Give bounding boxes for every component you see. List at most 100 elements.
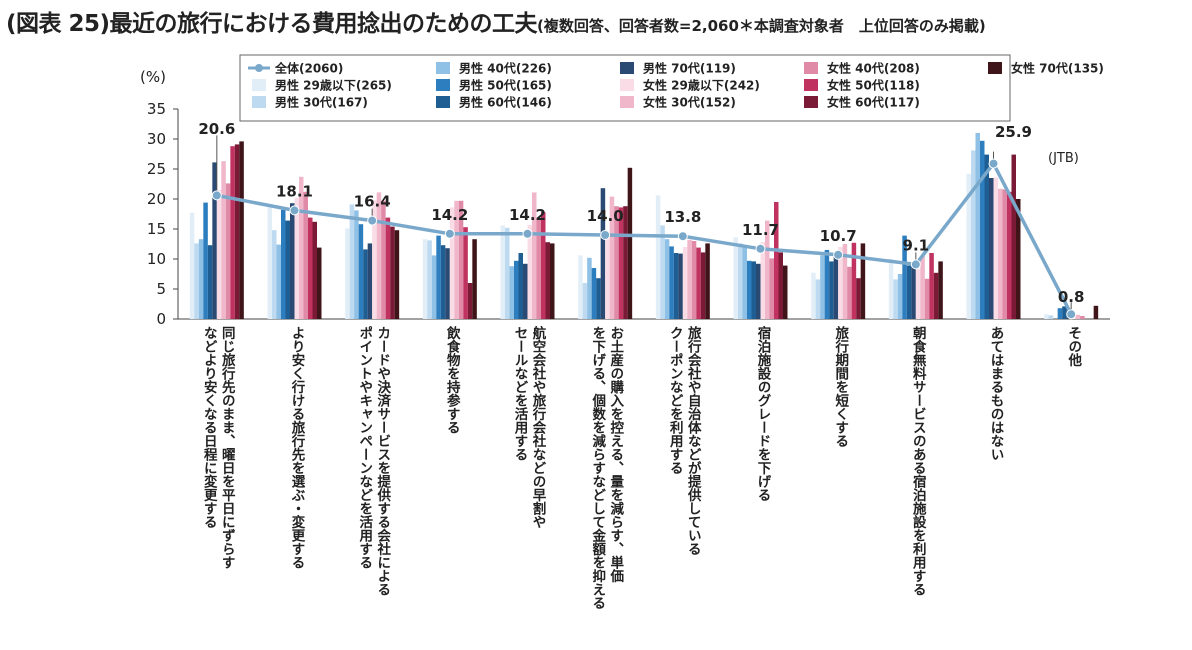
bar: [550, 243, 555, 319]
legend-label: 男性 60代(146): [459, 95, 552, 110]
y-tick-label: 25: [147, 160, 166, 178]
bar: [911, 263, 916, 319]
bar: [394, 230, 400, 319]
legend-swatch: [620, 62, 634, 74]
bar: [605, 237, 610, 319]
bar: [691, 241, 697, 319]
legend-label: 女性 30代(152): [643, 95, 736, 110]
category-label: より安く行ける旅行先を選ぶ・変更する: [289, 326, 307, 570]
bar: [765, 220, 770, 319]
bar: [509, 266, 514, 319]
legend-label: 男性 30代(167): [275, 95, 368, 110]
bar: [194, 243, 199, 319]
bar: [618, 207, 624, 319]
bar: [367, 243, 373, 319]
bar: [390, 226, 395, 319]
overall-point: [910, 259, 921, 270]
bar: [239, 141, 244, 319]
bar: [427, 240, 432, 319]
bar: [1044, 314, 1049, 319]
bar: [815, 279, 821, 319]
overall-data-label: 14.2: [509, 206, 546, 224]
bar: [860, 243, 866, 319]
bar: [500, 225, 505, 319]
category-label: クーポンなどを利用する: [667, 326, 684, 475]
category-label: セールなどを活用する: [512, 326, 529, 461]
bar: [824, 250, 830, 319]
overall-point: [522, 228, 533, 239]
bar: [308, 217, 313, 319]
bar: [587, 257, 592, 319]
bar: [354, 210, 359, 319]
bar: [984, 154, 989, 319]
category-label: を下げる、個数を減らすなどして金額を抑える: [589, 326, 607, 610]
overall-data-label: 25.9: [995, 123, 1032, 141]
bar: [888, 259, 894, 319]
overall-point: [677, 231, 688, 242]
overall-point: [600, 230, 611, 240]
bar: [207, 245, 213, 319]
bar: [454, 200, 459, 319]
category-label: その他: [1065, 326, 1083, 368]
bar: [281, 209, 286, 319]
overall-data-label: 13.8: [664, 208, 701, 226]
legend-swatch: [988, 62, 1002, 74]
overall-data-label: 11.7: [742, 221, 779, 239]
legend-swatch: [252, 96, 266, 108]
bar: [267, 207, 272, 319]
bar: [381, 200, 386, 319]
overall-point: [988, 158, 999, 169]
overall-data-label: 14.2: [431, 206, 468, 224]
y-unit-label: (%): [140, 68, 166, 86]
bar: [623, 206, 628, 319]
bar: [527, 224, 532, 319]
bar: [760, 242, 765, 319]
bar: [669, 246, 674, 319]
bar: [532, 192, 537, 319]
bar: [216, 190, 222, 319]
bar: [838, 247, 843, 319]
bar: [230, 146, 235, 319]
y-tick-label: 30: [147, 130, 166, 148]
bar: [856, 278, 861, 319]
bar: [906, 265, 912, 319]
bar: [234, 144, 240, 319]
bar: [993, 177, 998, 319]
legend-label: 男性 70代(119): [643, 61, 736, 76]
bar: [358, 224, 364, 319]
bar: [847, 266, 852, 319]
bar: [738, 243, 743, 319]
bar: [445, 248, 450, 319]
category-label: あてはまるものはない: [988, 326, 1005, 461]
bar: [189, 212, 195, 319]
bar: [902, 235, 907, 319]
bar: [924, 278, 930, 319]
bar: [893, 279, 898, 319]
bar: [682, 247, 688, 319]
bar: [290, 203, 295, 319]
bar: [198, 239, 204, 319]
y-tick-label: 0: [156, 310, 166, 328]
category-label: 旅行会社や自治体などが提供している: [685, 325, 703, 556]
bar: [449, 207, 455, 319]
bar: [1075, 314, 1081, 319]
bar: [385, 217, 391, 319]
legend-label: 女性 70代(135): [1011, 61, 1104, 76]
bar: [778, 252, 783, 319]
legend-swatch: [436, 96, 450, 108]
legend-swatch: [436, 79, 450, 91]
y-tick-label: 10: [147, 250, 166, 268]
bar: [733, 237, 738, 319]
bar: [920, 256, 925, 319]
title-sub: (複数回答、回答者数=2,060＊本調査対象者 上位回答のみ掲載): [537, 17, 986, 35]
legend-swatch: [620, 79, 634, 91]
y-tick-label: 20: [147, 190, 166, 208]
overall-data-label: 10.7: [820, 227, 857, 245]
category-label: 宿泊施設のグレードを下げる: [755, 325, 772, 502]
overall-data-label: 18.1: [276, 182, 313, 200]
legend-label: 男性 40代(226): [459, 61, 552, 76]
bar: [1093, 305, 1099, 319]
legend-label: 全体(2060): [274, 61, 343, 76]
legend-label: 女性 29歳以下(242): [643, 78, 760, 93]
overall-point: [755, 243, 766, 254]
